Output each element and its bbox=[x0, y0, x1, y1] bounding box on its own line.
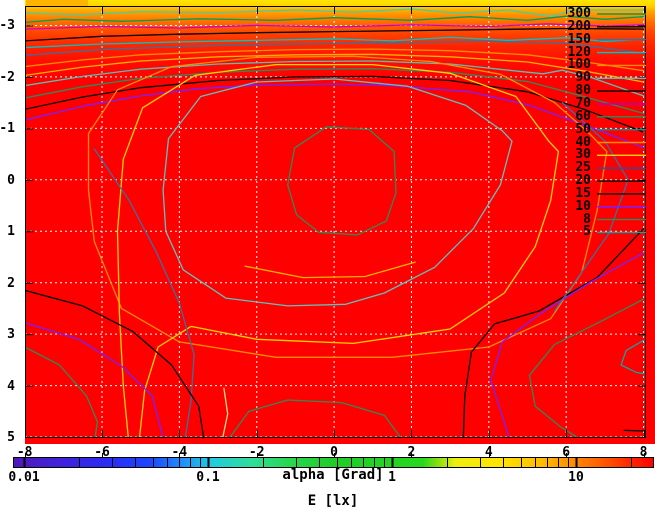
contour-line bbox=[162, 78, 513, 307]
legend-label: 25 bbox=[575, 160, 591, 176]
colorbar-border bbox=[13, 457, 654, 468]
contour-line bbox=[116, 63, 560, 439]
legend-label: 120 bbox=[567, 44, 591, 60]
contour-line bbox=[25, 83, 645, 149]
heatmap-top-band bbox=[25, 0, 655, 80]
legend-sample-lines bbox=[597, 13, 646, 234]
legend-label: 5 bbox=[583, 224, 591, 240]
legend-label: 200 bbox=[567, 18, 591, 34]
legend-label: 15 bbox=[575, 185, 591, 201]
y-tick-label: -2 bbox=[0, 69, 15, 85]
contour-lines bbox=[25, 8, 645, 439]
contour-line bbox=[229, 399, 402, 439]
legend-label: 70 bbox=[575, 95, 591, 111]
contour-line bbox=[244, 261, 416, 279]
plot-border bbox=[25, 6, 646, 438]
contour-line bbox=[25, 68, 645, 115]
legend-label: 60 bbox=[575, 108, 591, 124]
legend-label: 8 bbox=[583, 211, 591, 227]
legend-label: 80 bbox=[575, 83, 591, 99]
x-axis-title: alpha [Grad] bbox=[282, 467, 384, 483]
x-tick-label: 2 bbox=[407, 445, 416, 460]
y-tick-label: -3 bbox=[0, 18, 15, 34]
x-tick-label: -2 bbox=[248, 445, 265, 460]
y-tick-label: 3 bbox=[7, 327, 15, 343]
x-tick-label: -4 bbox=[171, 445, 188, 460]
axis-ticks bbox=[25, 6, 646, 439]
contour-line bbox=[490, 252, 645, 439]
contour-line bbox=[93, 148, 195, 439]
contour-line bbox=[25, 27, 645, 42]
y-tick-label: 5 bbox=[7, 430, 15, 446]
x-tick-label: 6 bbox=[562, 445, 571, 460]
contour-line bbox=[87, 55, 608, 358]
x-tick-label: -8 bbox=[16, 445, 33, 460]
legend-label: 100 bbox=[567, 57, 591, 73]
y-tick-label: 4 bbox=[7, 378, 15, 394]
legend-label: 20 bbox=[575, 173, 591, 189]
colorbar-ticks bbox=[23, 453, 645, 468]
legend-label: 90 bbox=[575, 70, 591, 86]
colorbar-title: E [lx] bbox=[307, 493, 359, 507]
y-tick-label: 1 bbox=[7, 224, 15, 240]
contour-line bbox=[222, 387, 229, 439]
colorbar-gradient bbox=[13, 457, 654, 468]
contour-line bbox=[528, 298, 645, 439]
legend-label: 40 bbox=[575, 134, 591, 150]
contour-line bbox=[623, 429, 645, 432]
contour-line bbox=[462, 228, 645, 439]
contour-line bbox=[620, 339, 645, 375]
y-tick-label: 2 bbox=[7, 275, 15, 291]
heatmap-patch bbox=[26, 0, 88, 7]
contour-line bbox=[25, 60, 645, 97]
contour-line bbox=[25, 53, 645, 83]
y-tick-label: -1 bbox=[0, 121, 15, 137]
legend-label: 10 bbox=[575, 198, 591, 214]
contour-line bbox=[25, 15, 645, 24]
contour-line bbox=[25, 346, 99, 439]
colorbar-tick-label: 10 bbox=[568, 470, 584, 485]
contour-line bbox=[25, 8, 645, 17]
x-tick-label: -6 bbox=[94, 445, 110, 460]
legend-label: 50 bbox=[575, 121, 591, 137]
contour-line bbox=[25, 75, 645, 133]
contour-line bbox=[25, 289, 205, 439]
contour-line bbox=[25, 322, 164, 439]
x-tick-label: 4 bbox=[484, 445, 493, 460]
x-tick-label: 8 bbox=[639, 445, 648, 460]
legend-label: 30 bbox=[575, 147, 591, 163]
contour-line bbox=[25, 40, 645, 56]
colorbar-tick-label: 1 bbox=[388, 470, 396, 485]
contour-line bbox=[287, 126, 397, 236]
contour-line bbox=[25, 36, 645, 49]
colorbar-tick-label: 0.1 bbox=[196, 470, 220, 485]
contour-line bbox=[25, 48, 645, 72]
legend-label: 150 bbox=[567, 31, 591, 47]
legend-label: 300 bbox=[567, 6, 591, 21]
y-tick-label: 0 bbox=[7, 172, 15, 188]
contour-line bbox=[25, 23, 645, 30]
colorbar-tick-label: 0.01 bbox=[8, 470, 40, 485]
x-tick-label: 0 bbox=[330, 445, 338, 460]
